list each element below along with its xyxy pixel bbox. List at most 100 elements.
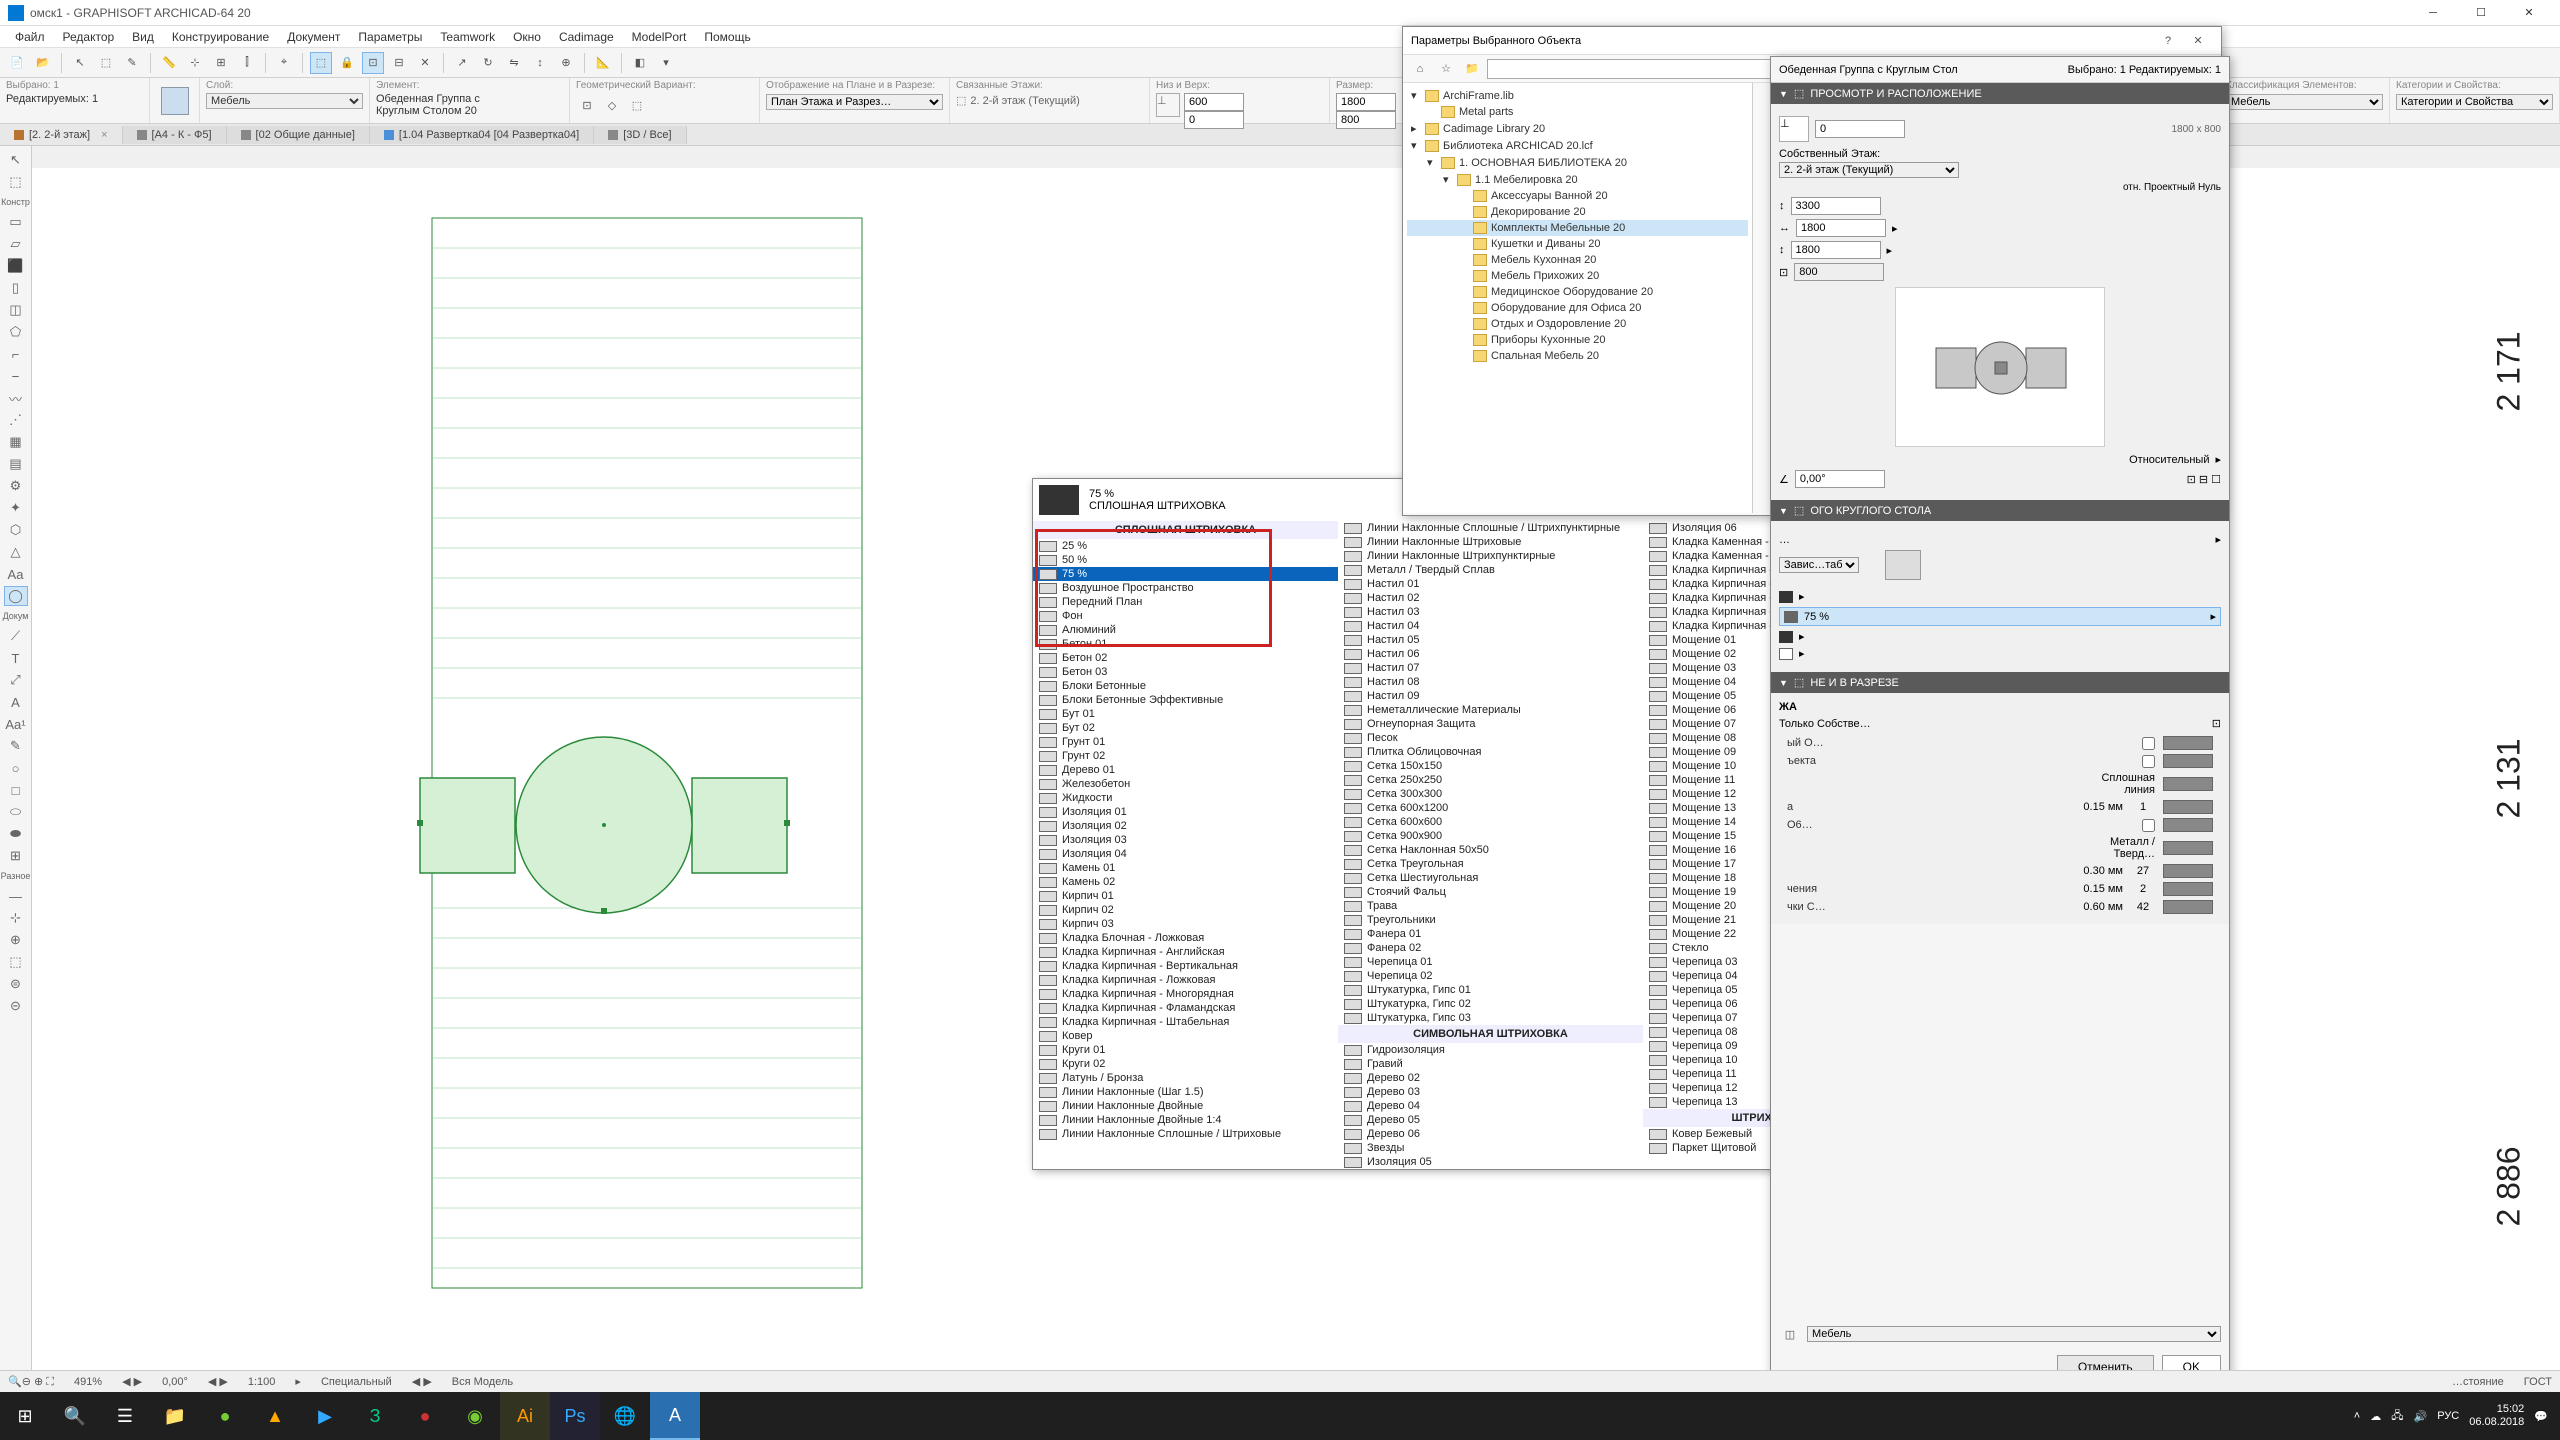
guides-icon[interactable]: ⫿ (236, 52, 258, 74)
hatch-option[interactable]: Кладка Кирпичная - Фламандская (1033, 1001, 1338, 1015)
pencil-icon[interactable]: ✎ (121, 52, 143, 74)
menu-ModelPort[interactable]: ModelPort (623, 27, 696, 47)
hatch-option[interactable]: Камень 02 (1033, 875, 1338, 889)
hatch-option[interactable]: Кладка Кирпичная - Штабельная (1033, 1015, 1338, 1029)
tree-item[interactable]: Мебель Кухонная 20 (1407, 252, 1748, 268)
z-input[interactable] (1815, 120, 1905, 138)
view-tab[interactable]: [1.04 Развертка04 [04 Развертка04] (370, 126, 594, 144)
hatch-option[interactable]: Сетка 150х150 (1338, 759, 1643, 773)
marquee-icon[interactable]: ⬚ (95, 52, 117, 74)
tool-item[interactable]: ⊝ (4, 996, 28, 1016)
hatch-option[interactable]: Неметаллические Материалы (1338, 703, 1643, 717)
app-icon-2[interactable]: ▲ (250, 1392, 300, 1440)
hatch-option[interactable]: Фанера 02 (1338, 941, 1643, 955)
menu-Параметры[interactable]: Параметры (349, 27, 431, 47)
tool-item[interactable]: ✎ (4, 736, 28, 756)
view-tab[interactable]: [А4 - К - Ф5] (123, 126, 227, 144)
hatch-option[interactable]: Блоки Бетонные (1033, 679, 1338, 693)
param-row[interactable]: а0.15 мм1 (1779, 798, 2221, 816)
start-button[interactable]: ⊞ (0, 1392, 50, 1440)
tree-item[interactable]: Аксессуары Ванной 20 (1407, 188, 1748, 204)
hatch-option[interactable]: Настил 02 (1338, 591, 1643, 605)
tool-item[interactable]: ⬠ (4, 322, 28, 342)
tool-item[interactable]: ⬛ (4, 256, 28, 276)
tool-item[interactable]: Aа¹ (4, 714, 28, 734)
hatch-option[interactable]: 25 % (1033, 539, 1338, 553)
align-icon[interactable]: ⊹ (184, 52, 206, 74)
hatch-option[interactable]: Бут 02 (1033, 721, 1338, 735)
hatch-option[interactable]: Стоячий Фальц (1338, 885, 1643, 899)
app-icon-3[interactable]: З (350, 1392, 400, 1440)
hatch-option[interactable]: Изоляция 02 (1033, 819, 1338, 833)
param-row[interactable]: ъекта (1779, 752, 2221, 770)
tree-item[interactable]: Медицинское Оборудование 20 (1407, 284, 1748, 300)
hatch-option[interactable]: Настил 07 (1338, 661, 1643, 675)
param-row[interactable]: Металл / Тверд… (1779, 834, 2221, 862)
hatch-option[interactable]: Штукатурка, Гипс 02 (1338, 997, 1643, 1011)
hatch-option[interactable]: Кирпич 01 (1033, 889, 1338, 903)
hatch-option[interactable]: Настил 04 (1338, 619, 1643, 633)
app-icon-4[interactable]: ● (400, 1392, 450, 1440)
hatch-option[interactable]: Дерево 06 (1338, 1127, 1643, 1141)
trace-icon[interactable]: ◧ (629, 52, 651, 74)
geom-opt-3[interactable]: ⬚ (626, 94, 648, 116)
hatch-option[interactable]: Настил 03 (1338, 605, 1643, 619)
hatch-option[interactable]: Гравий (1338, 1057, 1643, 1071)
help-button[interactable]: ? (2153, 35, 2183, 47)
open-icon[interactable]: 📂 (32, 52, 54, 74)
tool-item[interactable]: ▭ (4, 212, 28, 232)
tool-item[interactable]: ⚙ (4, 476, 28, 496)
app-icon-1[interactable]: ● (200, 1392, 250, 1440)
hatch-option[interactable]: Сетка 600х600 (1338, 815, 1643, 829)
hatch-option[interactable]: Штукатурка, Гипс 01 (1338, 983, 1643, 997)
hatch-option[interactable]: Гидроизоляция (1338, 1043, 1643, 1057)
group-icon[interactable]: ⊡ (362, 52, 384, 74)
lang-indicator[interactable]: РУС (2437, 1410, 2459, 1422)
volume-icon[interactable]: 🔊 (2414, 1410, 2428, 1423)
view-tab[interactable]: [3D / Все] (594, 126, 686, 144)
hatch-option[interactable]: Треугольники (1338, 913, 1643, 927)
geom-opt-1[interactable]: ⊡ (576, 94, 598, 116)
elev-input[interactable] (1791, 197, 1881, 215)
hatch-option[interactable]: Кладка Кирпичная - Английская (1033, 945, 1338, 959)
hatch-option[interactable]: Линии Наклонные Сплошные / Штриховые (1033, 1127, 1338, 1141)
tool-item[interactable]: ⟋ (4, 626, 28, 646)
tool-item[interactable]: ◫ (4, 300, 28, 320)
tree-item[interactable]: Приборы Кухонные 20 (1407, 332, 1748, 348)
hatch-option[interactable]: Сетка 600х1200 (1338, 801, 1643, 815)
hatch-option[interactable]: Передний План (1033, 595, 1338, 609)
hatch-option[interactable]: Круги 01 (1033, 1043, 1338, 1057)
tool-item[interactable]: □ (4, 780, 28, 800)
mirror-icon[interactable]: ⇋ (503, 52, 525, 74)
tool-item[interactable]: △ (4, 542, 28, 562)
tool-item[interactable]: ⌐ (4, 344, 28, 364)
tool-item[interactable]: ⬬ (4, 824, 28, 844)
hatch-option[interactable]: Линии Наклонные Штриховые (1338, 535, 1643, 549)
hatch-option[interactable]: Дерево 02 (1338, 1071, 1643, 1085)
ungroup-icon[interactable]: ⊟ (388, 52, 410, 74)
hatch-option[interactable]: Сетка Треугольная (1338, 857, 1643, 871)
tool-item[interactable]: — (4, 886, 28, 906)
arrow-tool[interactable]: ↖ (4, 150, 28, 170)
tree-item[interactable]: Декорирование 20 (1407, 204, 1748, 220)
hatch-option[interactable]: Грунт 01 (1033, 735, 1338, 749)
tool-item[interactable]: ⬚ (4, 952, 28, 972)
hatch-option[interactable]: Блоки Бетонные Эффективные (1033, 693, 1338, 707)
menu-Файл[interactable]: Файл (6, 27, 54, 47)
hatch-option[interactable]: Фанера 01 (1338, 927, 1643, 941)
hatch-option[interactable]: Трава (1338, 899, 1643, 913)
hatch-option[interactable]: Песок (1338, 731, 1643, 745)
hatch-option[interactable]: Круги 02 (1033, 1057, 1338, 1071)
tool-item[interactable]: ⊞ (4, 846, 28, 866)
hatch-option[interactable]: Штукатурка, Гипс 03 (1338, 1011, 1643, 1025)
tree-item[interactable]: Комплекты Мебельные 20 (1407, 220, 1748, 236)
hatch-option[interactable]: Сетка 300х300 (1338, 787, 1643, 801)
hatch-option[interactable]: Плитка Облицовочная (1338, 745, 1643, 759)
tool-item[interactable]: ⋰ (4, 410, 28, 430)
hatch-option[interactable]: Линии Наклонные (Шаг 1.5) (1033, 1085, 1338, 1099)
move-icon[interactable]: ↗ (451, 52, 473, 74)
tree-item[interactable]: ▾1.1 Мебелировка 20 (1407, 171, 1748, 188)
hatch-option[interactable]: Кладка Блочная - Ложковая (1033, 931, 1338, 945)
depends-select[interactable]: Завис…таба (1779, 557, 1859, 573)
grid-icon[interactable]: ⊞ (210, 52, 232, 74)
